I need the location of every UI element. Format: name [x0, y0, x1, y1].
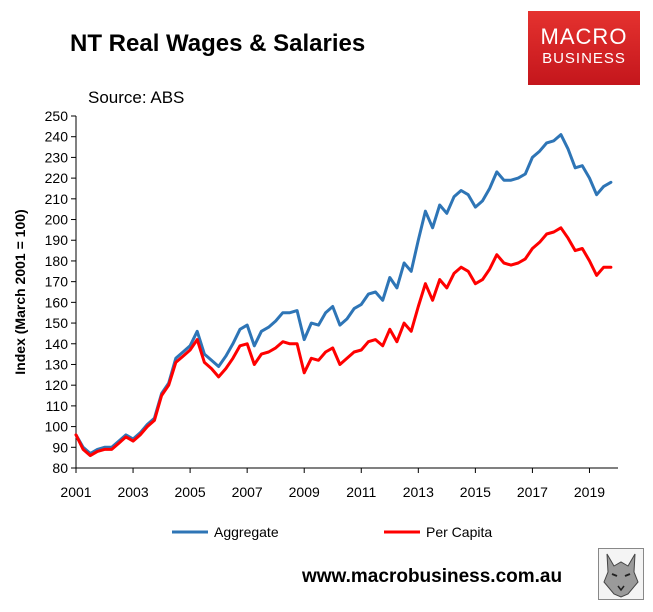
series-line-aggregate: [74, 133, 613, 455]
chart-title: NT Real Wages & Salaries: [70, 30, 366, 57]
macrobusiness-logo: MACRO BUSINESS: [528, 11, 640, 85]
y-axis-title: Index (March 2001 = 100): [12, 209, 28, 374]
x-tick-label: 2001: [60, 484, 91, 500]
x-tick-label: 2019: [574, 484, 605, 500]
y-tick-label: 120: [45, 377, 69, 393]
legend-label-aggregate: Aggregate: [214, 524, 279, 540]
y-tick-label: 80: [52, 460, 68, 476]
logo-line-1: MACRO: [540, 24, 628, 49]
series-line-per-capita: [74, 226, 613, 458]
y-tick-label: 160: [45, 294, 69, 310]
y-tick-label: 230: [45, 149, 69, 165]
y-tick-label: 220: [45, 170, 69, 186]
y-tick-label: 190: [45, 232, 69, 248]
x-tick-label: 2015: [460, 484, 491, 500]
chart-axes: 80 90 100 110 120 130 140 150 160 170 180 190 200 210…: [12, 108, 618, 500]
y-tick-label: 100: [45, 419, 69, 435]
chart-series: [74, 133, 613, 458]
y-tick-label: 200: [45, 212, 69, 228]
y-tick-label: 240: [45, 129, 69, 145]
legend-label-per-capita: Per Capita: [426, 524, 492, 540]
logo-line-2: BUSINESS: [542, 50, 626, 67]
source-note: Source: ABS: [88, 88, 185, 107]
x-tick-label: 2009: [289, 484, 320, 500]
x-tick-label: 2017: [517, 484, 548, 500]
x-tick-label: 2011: [346, 484, 376, 500]
y-tick-label: 110: [46, 398, 69, 414]
y-tick-label: 90: [52, 439, 68, 455]
y-tick-label: 250: [45, 108, 69, 124]
x-tick-label: 2003: [117, 484, 148, 500]
y-tick-label: 150: [45, 315, 69, 331]
x-tick-label: 2013: [403, 484, 434, 500]
wolf-logo-icon: [598, 548, 644, 600]
website-url: www.macrobusiness.com.au: [302, 566, 563, 587]
y-tick-label: 130: [45, 356, 69, 372]
x-tick-label: 2005: [175, 484, 206, 500]
y-tick-label: 180: [45, 253, 69, 269]
y-tick-label: 140: [45, 336, 69, 352]
x-tick-label: 2007: [232, 484, 263, 500]
y-tick-label: 210: [45, 191, 69, 207]
y-tick-label: 170: [45, 274, 69, 290]
chart-legend: Aggregate Per Capita: [172, 524, 492, 540]
